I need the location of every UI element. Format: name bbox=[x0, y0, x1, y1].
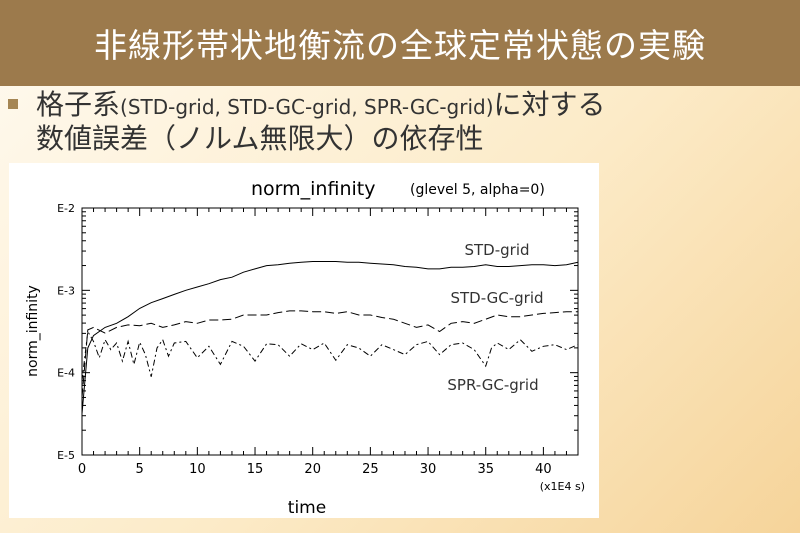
x-tick-label: 15 bbox=[247, 462, 264, 477]
norm-infinity-chart: 0 5 10 15 20 25 30 35 40 E-2 E-3 E-4 E-5 norm_infini… bbox=[25, 178, 585, 518]
y-tick-label: E-4 bbox=[57, 367, 75, 380]
bullet-square-icon bbox=[8, 99, 18, 109]
x-tick-label: 10 bbox=[189, 462, 206, 477]
series-label-std-grid: STD-grid bbox=[464, 241, 529, 259]
series-label-std-gc-grid: STD-GC-grid bbox=[450, 289, 543, 307]
x-axis-unit: (x1E4 s) bbox=[540, 480, 585, 493]
plot-frame bbox=[81, 207, 579, 456]
bullet-line-1: 格子系(STD-grid, STD-GC-grid, SPR-GC-grid)に… bbox=[36, 88, 606, 124]
bullet-prefix: 格子系 bbox=[36, 88, 121, 121]
x-tick-label: 40 bbox=[535, 462, 552, 477]
y-tick-label: E-2 bbox=[57, 202, 75, 215]
bullet-line-2: 数値誤差（ノルム無限大）の依存性 bbox=[36, 122, 484, 155]
x-axis-label: time bbox=[288, 498, 326, 518]
title-bar: 非線形帯状地衡流の全球定常状態の実験 bbox=[0, 0, 800, 86]
chart-subtitle: (glevel 5, alpha=0) bbox=[410, 182, 545, 198]
bullet-area: 格子系(STD-grid, STD-GC-grid, SPR-GC-grid)に… bbox=[0, 88, 800, 163]
series-label-spr-gc-grid: SPR-GC-grid bbox=[447, 376, 538, 394]
x-tick-label: 5 bbox=[136, 462, 144, 477]
bullet-suffix: に対する bbox=[493, 88, 606, 121]
series-labels: STD-grid STD-GC-grid SPR-GC-grid bbox=[447, 241, 543, 394]
x-tick-label: 0 bbox=[78, 462, 86, 477]
x-tick-label: 35 bbox=[477, 462, 494, 477]
x-tick-label: 20 bbox=[304, 462, 321, 477]
bullet-grid-list: (STD-grid, STD-GC-grid, SPR-GC-grid) bbox=[120, 95, 494, 119]
y-tick-label: E-3 bbox=[57, 284, 75, 297]
axis-ticks: 0 5 10 15 20 25 30 35 40 E-2 E-3 E-4 E-5 bbox=[57, 202, 579, 477]
y-axis-label: norm_infinity bbox=[25, 285, 41, 377]
x-tick-label: 25 bbox=[362, 462, 379, 477]
series-line-spr-gc-grid bbox=[81, 329, 579, 381]
chart-panel: 0 5 10 15 20 25 30 35 40 E-2 E-3 E-4 E-5 norm_infini… bbox=[9, 163, 599, 518]
series-line-std-gc-grid bbox=[81, 310, 578, 398]
slide-title: 非線形帯状地衡流の全球定常状態の実験 bbox=[94, 26, 706, 65]
series-layer bbox=[81, 261, 579, 414]
x-tick-label: 30 bbox=[420, 462, 437, 477]
series-line-std-grid bbox=[81, 261, 579, 414]
y-tick-label: E-5 bbox=[57, 449, 75, 462]
chart-title: norm_infinity bbox=[251, 178, 375, 200]
